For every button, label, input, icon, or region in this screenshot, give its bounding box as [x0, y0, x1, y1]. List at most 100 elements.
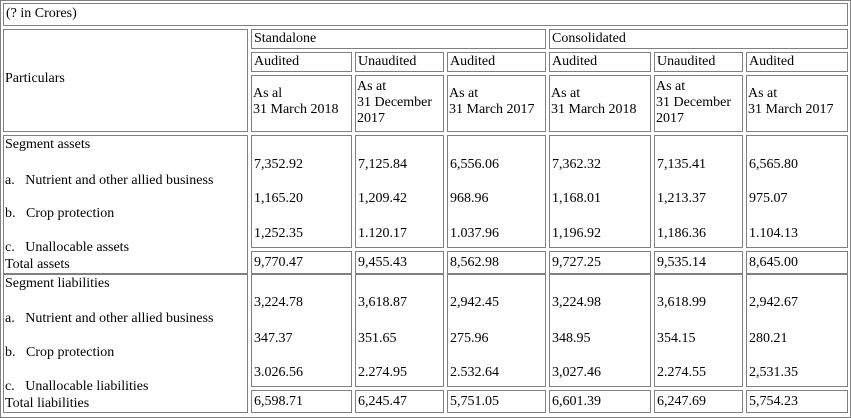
value: 1,252.35: [254, 226, 303, 241]
value: 3.026.56: [254, 365, 303, 380]
total-value: 6,247.69: [657, 394, 706, 409]
value: 2,942.67: [749, 295, 798, 310]
value: 354.15: [657, 331, 696, 346]
total-assets-cell: 9,535.14: [654, 251, 743, 274]
total-liabilities-label: Total liabilities: [5, 396, 90, 411]
value: 1,209.42: [358, 191, 407, 206]
total-assets-cell: 8,562.98: [447, 251, 546, 274]
total-assets-cell: 9,727.25: [549, 251, 651, 274]
value: 968.96: [450, 191, 489, 206]
date-line: 31 March 2018: [253, 102, 339, 117]
liabilities-heading: Segment liabilities: [5, 276, 110, 291]
liabilities-item-nutrient: a. Nutrient and other allied business: [5, 311, 214, 326]
total-value: 8,562.98: [450, 255, 499, 270]
value: 280.21: [749, 331, 788, 346]
value: 6,565.80: [749, 157, 798, 172]
value: 3,224.98: [552, 295, 601, 310]
total-value: 5,754.23: [749, 394, 798, 409]
total-value: 5,751.05: [450, 394, 499, 409]
date-line: 2017: [656, 111, 684, 126]
assets-item-crop-protection: b. Crop protection: [5, 206, 115, 221]
value: 351.65: [358, 331, 397, 346]
date-line: As al: [253, 86, 283, 101]
assets-heading: Segment assets: [5, 137, 91, 152]
liabilities-values-cell: 3,618.99 354.15 2.274.55: [654, 274, 743, 387]
date-line: As at: [656, 79, 686, 94]
date-line: As at: [551, 86, 581, 101]
value: 2.274.95: [358, 365, 407, 380]
date-line: 31 March 2018: [551, 102, 637, 117]
value: 7,135.41: [657, 157, 706, 172]
value: 275.96: [450, 331, 489, 346]
liabilities-values-cell: 2,942.67 280.21 2,531.35: [746, 274, 848, 387]
assets-values-cell: 7,352.92 1,165.20 1,252.35: [251, 135, 352, 248]
liabilities-item-unallocable: c. Unallocable liabilities: [5, 379, 149, 394]
value: 348.95: [552, 331, 591, 346]
total-value: 9,727.25: [552, 255, 601, 270]
date-line: As at: [449, 86, 479, 101]
consolidated-group-label: Consolidated: [552, 31, 626, 46]
value: 2,942.45: [450, 295, 499, 310]
liabilities-values-cell: 3,224.98 348.95 3,027.46: [549, 274, 651, 387]
date-cell: As at 31 March 2018: [549, 75, 651, 132]
particulars-header: Particulars: [5, 71, 65, 86]
status-cell: Audited: [746, 52, 848, 72]
status-cell: Audited: [251, 52, 352, 72]
value: 3,224.78: [254, 295, 303, 310]
total-value: 9,770.47: [254, 255, 303, 270]
status-cell: Audited: [549, 52, 651, 72]
total-value: 9,455.43: [358, 255, 407, 270]
value: 1,165.20: [254, 191, 303, 206]
total-assets-label: Total assets: [5, 257, 70, 272]
unit-note-cell: (? in Crores): [3, 3, 848, 26]
assets-item-nutrient: a. Nutrient and other allied business: [5, 173, 214, 188]
value: 6,556.06: [450, 157, 499, 172]
status-cell: Unaudited: [654, 52, 743, 72]
status-label: Audited: [749, 54, 795, 69]
total-value: 6,245.47: [358, 394, 407, 409]
total-assets-cell: 9,455.43: [355, 251, 444, 274]
date-cell: As at 31 December 2017: [654, 75, 743, 132]
value: 1,186.36: [657, 226, 706, 241]
status-label: Unaudited: [358, 54, 417, 69]
value: 2,531.35: [749, 365, 798, 380]
total-liabilities-cell: 5,751.05: [447, 390, 546, 413]
date-cell: As at 31 December 2017: [355, 75, 444, 132]
date-line: As at: [748, 86, 778, 101]
liabilities-item-crop-protection: b. Crop protection: [5, 345, 115, 360]
liabilities-values-cell: 3,618.87 351.65 2.274.95: [355, 274, 444, 387]
liabilities-label-cell: Segment liabilities a. Nutrient and othe…: [3, 274, 248, 413]
value: 7,125.84: [358, 157, 407, 172]
standalone-group-label: Standalone: [254, 31, 317, 46]
assets-item-unallocable: c. Unallocable assets: [5, 240, 130, 255]
date-line: 31 March 2017: [748, 102, 834, 117]
value: 1.037.96: [450, 226, 499, 241]
liabilities-values-cell: 3,224.78 347.37 3.026.56: [251, 274, 352, 387]
particulars-header-cell: Particulars: [3, 29, 248, 132]
value: 2.274.55: [657, 365, 706, 380]
total-value: 9,535.14: [657, 255, 706, 270]
value: 3,027.46: [552, 365, 601, 380]
total-liabilities-cell: 5,754.23: [746, 390, 848, 413]
value: 1,196.92: [552, 226, 601, 241]
total-liabilities-cell: 6,601.39: [549, 390, 651, 413]
value: 7,352.92: [254, 157, 303, 172]
date-cell: As at 31 March 2017: [447, 75, 546, 132]
total-liabilities-cell: 6,245.47: [355, 390, 444, 413]
status-label: Audited: [450, 54, 496, 69]
date-line: As at: [357, 79, 387, 94]
assets-label-cell: Segment assets a. Nutrient and other all…: [3, 135, 248, 274]
total-liabilities-cell: 6,598.71: [251, 390, 352, 413]
status-cell: Audited: [447, 52, 546, 72]
value: 347.37: [254, 331, 293, 346]
assets-values-cell: 6,556.06 968.96 1.037.96: [447, 135, 546, 248]
value: 1.104.13: [749, 226, 798, 241]
date-cell: As at 31 March 2017: [746, 75, 848, 132]
total-assets-cell: 8,645.00: [746, 251, 848, 274]
value: 1,213.37: [657, 191, 706, 206]
standalone-group-cell: Standalone: [251, 29, 546, 49]
assets-values-cell: 6,565.80 975.07 1.104.13: [746, 135, 848, 248]
date-line: 31 March 2017: [449, 102, 535, 117]
date-cell: As al 31 March 2018: [251, 75, 352, 132]
status-label: Unaudited: [657, 54, 716, 69]
